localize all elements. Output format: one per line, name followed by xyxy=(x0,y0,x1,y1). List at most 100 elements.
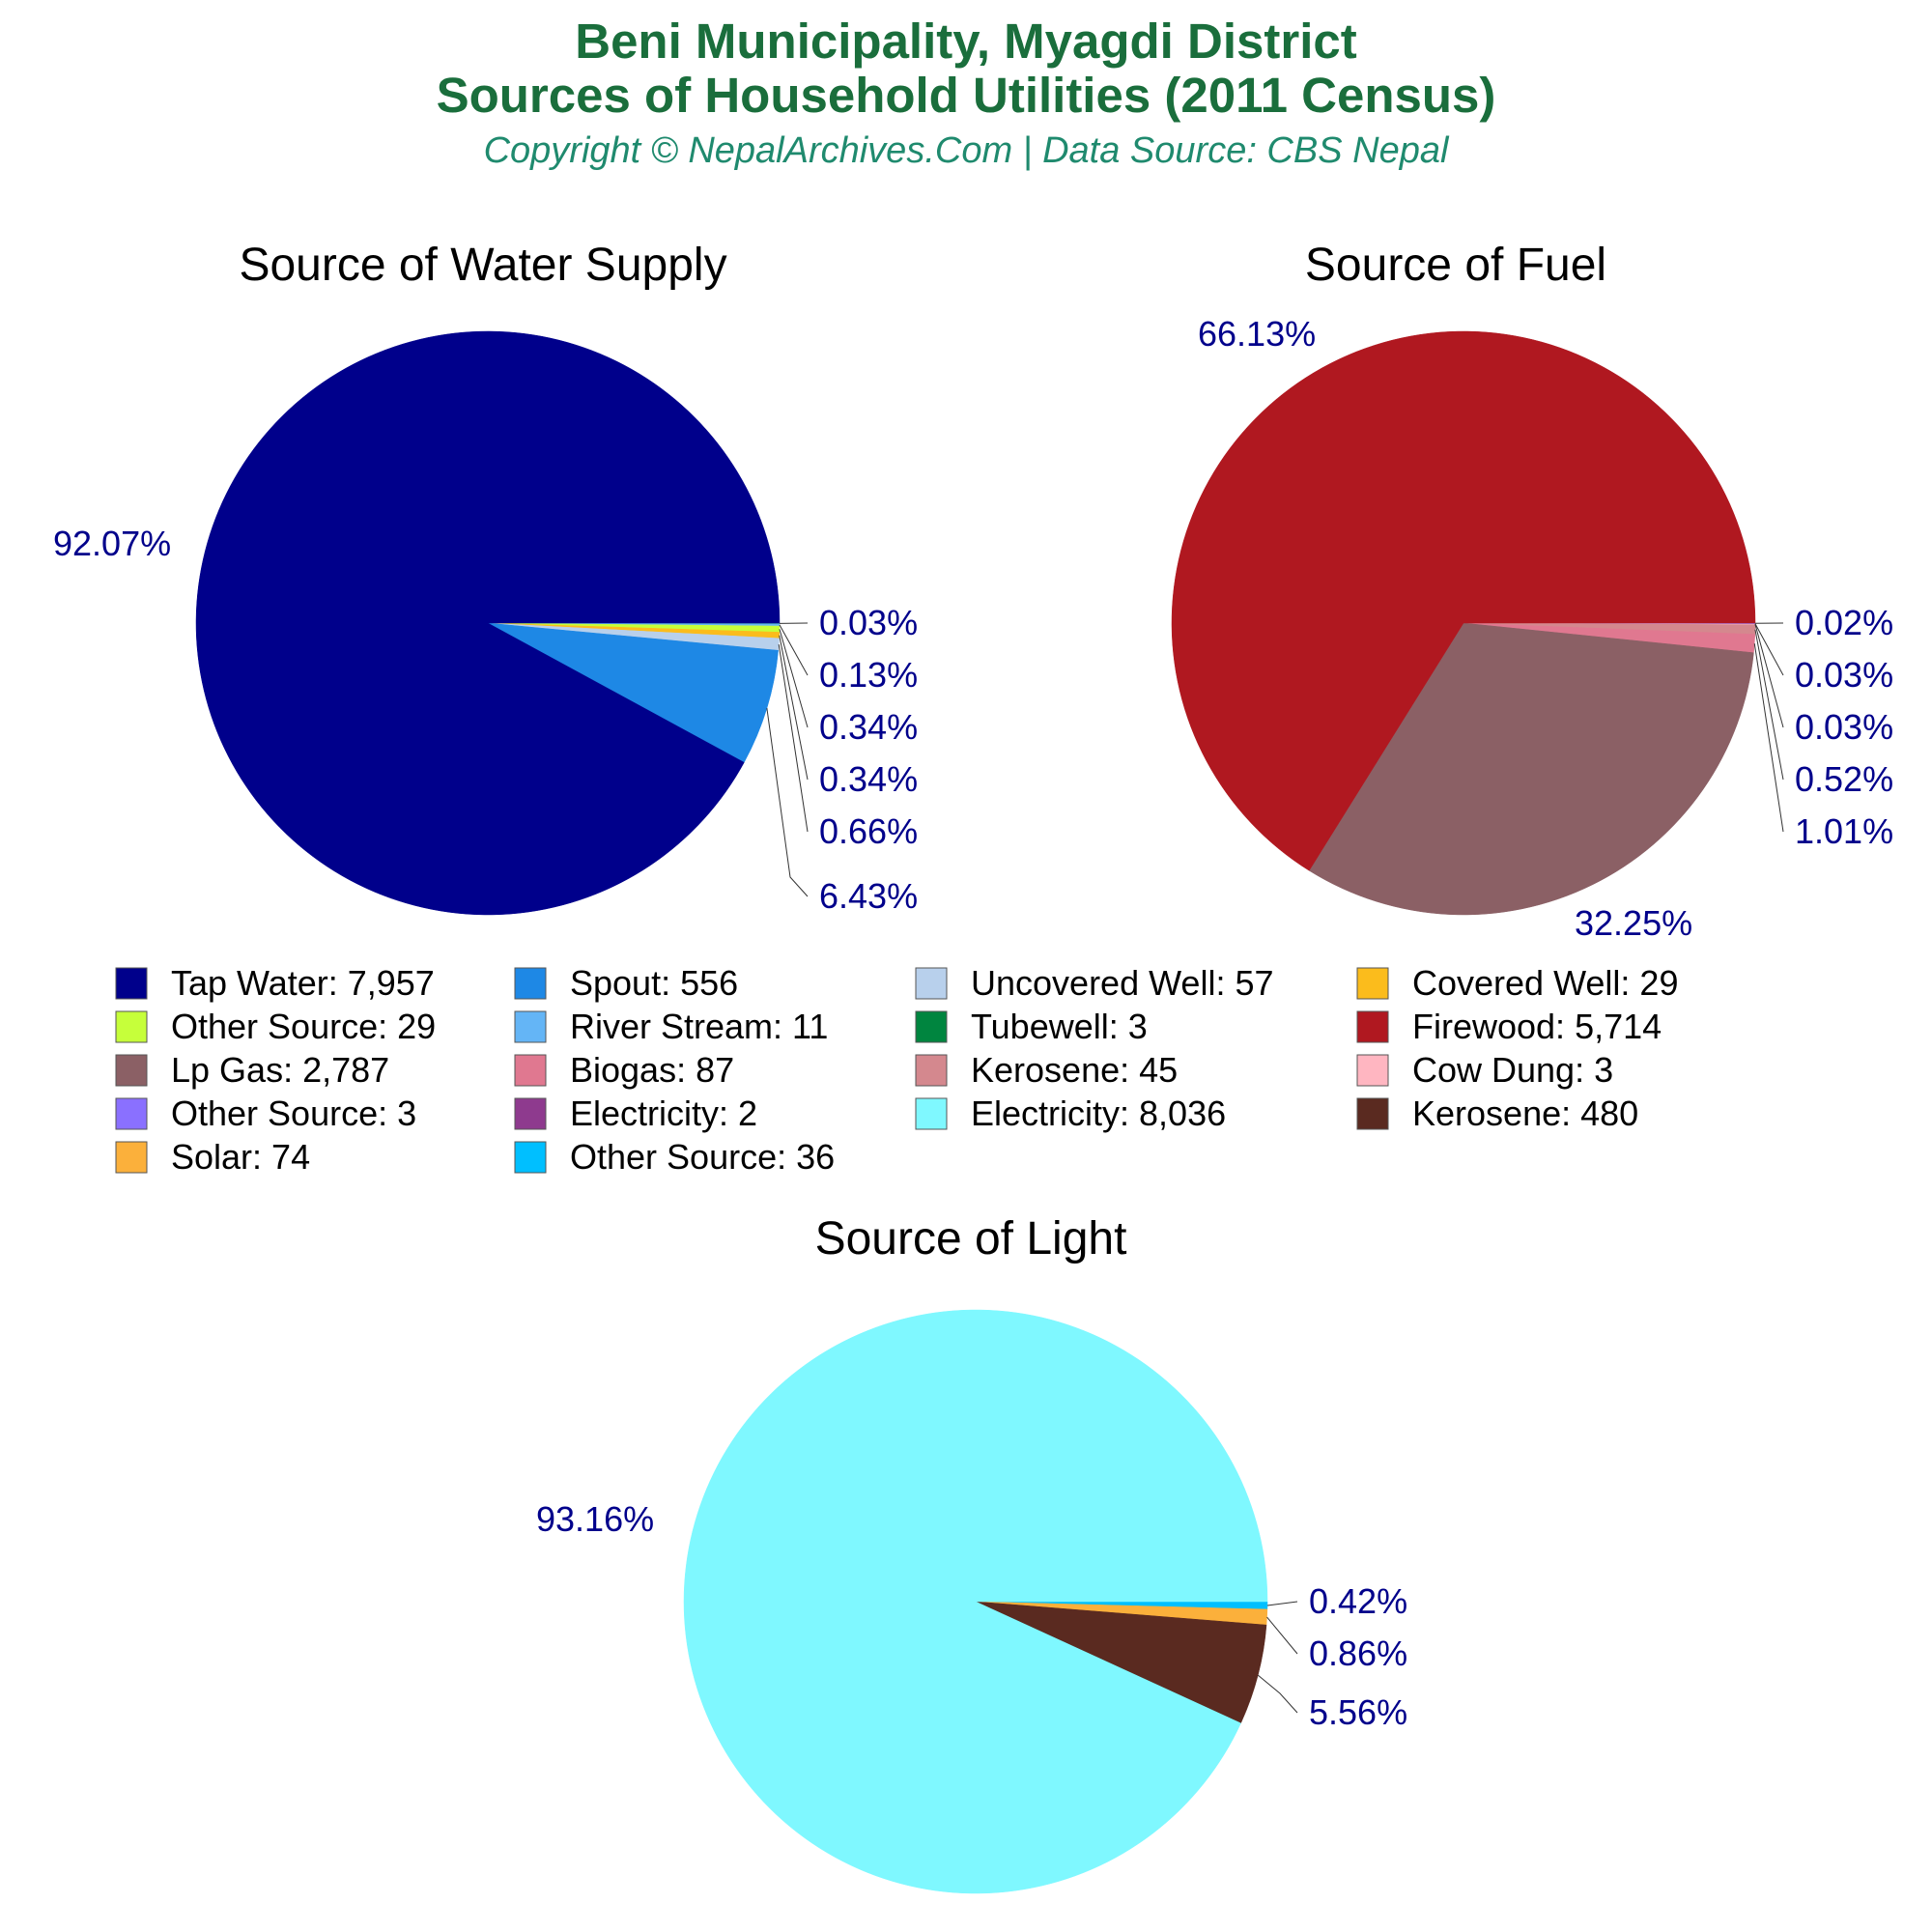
pct-label-covered-well: 0.34% xyxy=(819,759,918,799)
legend-item-cow-dung-3: Cow Dung: 3 xyxy=(1356,1050,1613,1090)
legend-item-kerosene-480: Kerosene: 480 xyxy=(1356,1094,1638,1133)
pie-slice-tap-water xyxy=(195,330,781,916)
pie-light: 93.16% 0.42% 0.86% 5.56% xyxy=(536,1309,1407,1894)
leader-line-other-source xyxy=(779,629,809,728)
legend-label: Kerosene: 480 xyxy=(1412,1094,1638,1133)
pie-water-supply: 92.07% 0.03% 0.13% 0.34% 0.34% 0.66% 6.43% xyxy=(53,330,918,916)
pct-label-uncovered-well: 0.66% xyxy=(819,811,918,851)
leader-line-river-stream xyxy=(779,624,809,676)
legend-swatch xyxy=(915,967,948,1000)
pct-label-other-source: 0.42% xyxy=(1309,1581,1407,1621)
legend-swatch xyxy=(115,1054,148,1087)
leader-line-solar xyxy=(1266,1616,1298,1655)
legend-swatch xyxy=(514,1010,547,1043)
legend-label: Other Source: 29 xyxy=(171,1007,436,1046)
pct-label-biogas: 1.01% xyxy=(1795,811,1893,851)
legend-item-uncovered-well-57: Uncovered Well: 57 xyxy=(915,963,1274,1003)
pct-label-kerosene: 0.52% xyxy=(1795,759,1893,799)
legend-swatch xyxy=(514,967,547,1000)
leader-line-covered-well xyxy=(779,635,809,781)
legend-label: Uncovered Well: 57 xyxy=(971,963,1274,1003)
main-title-line2: Sources of Household Utilities (2011 Cen… xyxy=(436,68,1496,123)
legend-item-river-stream-11: River Stream: 11 xyxy=(514,1007,828,1046)
legend-label: River Stream: 11 xyxy=(570,1007,828,1046)
legend-item-tubewell-3: Tubewell: 3 xyxy=(915,1007,1148,1046)
legend-item-biogas-87: Biogas: 87 xyxy=(514,1050,734,1090)
legend-label: Electricity: 2 xyxy=(570,1094,757,1133)
legend-swatch xyxy=(1356,967,1389,1000)
legend-label: Covered Well: 29 xyxy=(1412,963,1678,1003)
pct-label-firewood: 66.13% xyxy=(1198,314,1316,354)
pct-label-tap-water: 92.07% xyxy=(53,524,171,563)
pct-label-tubewell: 0.03% xyxy=(819,603,918,642)
pct-label-cow-dung: 0.03% xyxy=(1795,707,1893,747)
chart-title-fuel: Source of Fuel xyxy=(1305,240,1606,291)
pct-label-river-stream: 0.13% xyxy=(819,655,918,695)
legend-label: Firewood: 5,714 xyxy=(1412,1007,1662,1046)
legend-swatch xyxy=(915,1097,948,1130)
legend-swatch xyxy=(115,1097,148,1130)
chart-title-water: Source of Water Supply xyxy=(239,240,726,291)
legend: Tap Water: 7,957 Spout: 556 Uncovered Well… xyxy=(115,963,1678,1177)
pct-label-other-source: 0.03% xyxy=(1795,655,1893,695)
pct-label-kerosene: 5.56% xyxy=(1309,1692,1407,1732)
legend-swatch xyxy=(915,1054,948,1087)
pie-slice-spout xyxy=(487,622,779,763)
leader-line-biogas xyxy=(1753,643,1784,833)
legend-label: Spout: 556 xyxy=(570,963,738,1003)
pct-label-spout: 6.43% xyxy=(819,876,918,916)
pct-label-electricity: 0.02% xyxy=(1795,603,1893,642)
legend-label: Other Source: 36 xyxy=(570,1137,835,1177)
legend-item-lp-gas-2-787: Lp Gas: 2,787 xyxy=(115,1050,389,1090)
legend-label: Biogas: 87 xyxy=(570,1050,734,1090)
pie-slice-electricity xyxy=(683,1309,1268,1894)
legend-item-tap-water-7-957: Tap Water: 7,957 xyxy=(115,963,435,1003)
legend-label: Electricity: 8,036 xyxy=(971,1094,1226,1133)
legend-item-electricity-8-036: Electricity: 8,036 xyxy=(915,1094,1226,1133)
legend-swatch xyxy=(514,1054,547,1087)
legend-swatch xyxy=(115,967,148,1000)
legend-label: Other Source: 3 xyxy=(171,1094,416,1133)
pct-label-electricity: 93.16% xyxy=(536,1499,654,1539)
legend-swatch xyxy=(1356,1054,1389,1087)
pie-fuel: 66.13% 0.02% 0.03% 0.03% 0.52% 1.01% 32.25% xyxy=(1171,314,1893,943)
legend-label: Lp Gas: 2,787 xyxy=(171,1050,389,1090)
pie-slice-lp-gas xyxy=(1308,622,1754,916)
legend-label: Tubewell: 3 xyxy=(971,1007,1148,1046)
legend-item-solar-74: Solar: 74 xyxy=(115,1137,310,1177)
copyright-subtitle: Copyright © NepalArchives.Com | Data Sou… xyxy=(483,130,1449,171)
legend-swatch xyxy=(115,1010,148,1043)
legend-label: Cow Dung: 3 xyxy=(1412,1050,1613,1090)
main-title-line1: Beni Municipality, Myagdi District xyxy=(575,14,1357,69)
legend-swatch xyxy=(1356,1010,1389,1043)
pct-label-lp-gas: 32.25% xyxy=(1575,903,1692,943)
legend-item-other-source-29: Other Source: 29 xyxy=(115,1007,436,1046)
legend-item-other-source-3: Other Source: 3 xyxy=(115,1094,416,1133)
legend-label: Solar: 74 xyxy=(171,1137,310,1177)
legend-swatch xyxy=(514,1141,547,1174)
legend-item-spout-556: Spout: 556 xyxy=(514,963,738,1003)
legend-item-kerosene-45: Kerosene: 45 xyxy=(915,1050,1178,1090)
legend-item-covered-well-29: Covered Well: 29 xyxy=(1356,963,1678,1003)
legend-item-electricity-2: Electricity: 2 xyxy=(514,1094,757,1133)
legend-label: Tap Water: 7,957 xyxy=(171,963,435,1003)
leader-line-cow-dung xyxy=(1754,624,1784,728)
legend-item-other-source-36: Other Source: 36 xyxy=(514,1137,835,1177)
leader-line-other-source xyxy=(1754,623,1784,676)
legend-swatch xyxy=(514,1097,547,1130)
pct-label-solar: 0.86% xyxy=(1309,1634,1407,1673)
pct-label-other-source: 0.34% xyxy=(819,707,918,747)
legend-swatch xyxy=(1356,1097,1389,1130)
leader-line-spout xyxy=(766,707,809,897)
legend-item-firewood-5-714: Firewood: 5,714 xyxy=(1356,1007,1662,1046)
leader-line-kerosene xyxy=(1257,1674,1298,1714)
legend-swatch xyxy=(115,1141,148,1174)
pie-slice-firewood xyxy=(1171,330,1756,871)
leader-line-other-source xyxy=(1266,1601,1298,1606)
legend-swatch xyxy=(915,1010,948,1043)
leader-line-uncovered-well xyxy=(778,643,809,833)
leader-line-kerosene xyxy=(1754,629,1784,781)
legend-label: Kerosene: 45 xyxy=(971,1050,1178,1090)
